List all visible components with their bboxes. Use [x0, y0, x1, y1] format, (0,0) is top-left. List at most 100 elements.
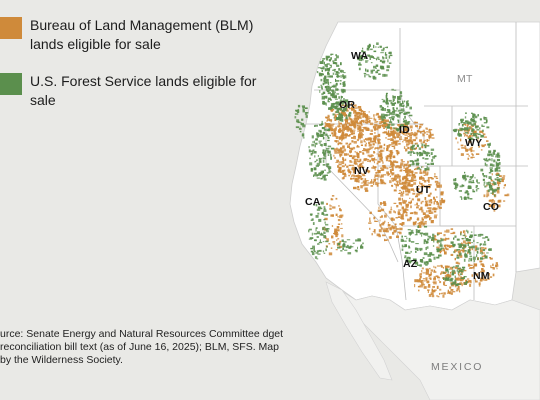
- blm-parcel: [502, 175, 506, 177]
- blm-parcel: [341, 136, 345, 140]
- blm-parcel: [436, 276, 440, 279]
- blm-parcel: [367, 160, 370, 162]
- blm-parcel: [362, 134, 364, 136]
- usfs-parcel: [325, 133, 328, 136]
- usfs-parcel: [323, 152, 327, 155]
- usfs-parcel: [390, 101, 393, 105]
- usfs-parcel: [476, 129, 480, 131]
- usfs-parcel: [372, 69, 375, 72]
- usfs-parcel: [316, 132, 318, 136]
- usfs-parcel: [477, 114, 479, 117]
- usfs-parcel: [446, 276, 448, 279]
- usfs-parcel: [467, 198, 470, 200]
- usfs-parcel: [358, 63, 362, 66]
- blm-parcel: [349, 142, 352, 145]
- usfs-parcel: [483, 183, 485, 186]
- usfs-parcel: [437, 239, 440, 243]
- blm-parcel: [346, 110, 349, 112]
- blm-parcel: [373, 161, 375, 164]
- blm-parcel: [403, 139, 407, 141]
- blm-parcel: [341, 129, 343, 132]
- usfs-parcel: [332, 60, 335, 62]
- usfs-parcel: [321, 123, 324, 126]
- usfs-parcel: [453, 265, 455, 268]
- blm-parcel: [353, 109, 357, 112]
- usfs-parcel: [362, 242, 364, 245]
- blm-parcel: [437, 295, 440, 298]
- blm-parcel: [348, 143, 351, 146]
- blm-parcel: [394, 136, 396, 140]
- usfs-parcel: [316, 133, 320, 137]
- usfs-parcel: [388, 99, 392, 102]
- usfs-parcel: [467, 192, 470, 196]
- blm-parcel: [391, 133, 395, 136]
- usfs-parcel: [499, 178, 503, 180]
- blm-parcel: [382, 221, 385, 224]
- usfs-parcel: [463, 276, 465, 280]
- blm-parcel: [393, 135, 395, 137]
- blm-parcel: [407, 160, 409, 164]
- blm-parcel: [427, 290, 429, 293]
- usfs-parcel: [417, 162, 420, 165]
- blm-parcel: [353, 125, 355, 129]
- usfs-parcel: [324, 95, 328, 99]
- blm-parcel: [336, 147, 338, 151]
- usfs-parcel: [427, 235, 431, 238]
- blm-parcel: [350, 177, 353, 180]
- usfs-parcel: [489, 185, 493, 189]
- blm-parcel: [337, 125, 341, 128]
- usfs-parcel: [479, 257, 484, 260]
- blm-parcel: [341, 165, 345, 168]
- blm-parcel: [394, 144, 398, 146]
- blm-parcel: [411, 173, 416, 176]
- usfs-parcel: [432, 156, 436, 159]
- blm-parcel: [346, 130, 350, 132]
- usfs-parcel: [418, 230, 421, 233]
- usfs-parcel: [316, 258, 319, 260]
- usfs-parcel: [375, 71, 379, 74]
- usfs-parcel: [389, 112, 393, 115]
- usfs-parcel: [373, 50, 377, 53]
- usfs-parcel: [348, 111, 352, 115]
- blm-parcel: [376, 162, 379, 165]
- blm-parcel: [355, 112, 359, 115]
- usfs-parcel: [386, 112, 390, 114]
- usfs-parcel: [314, 256, 318, 259]
- usfs-parcel: [317, 155, 319, 157]
- blm-parcel: [405, 124, 408, 127]
- blm-parcel: [404, 200, 407, 203]
- blm-parcel: [356, 116, 359, 120]
- blm-parcel: [348, 171, 352, 174]
- blm-parcel: [400, 203, 402, 206]
- usfs-parcel: [366, 47, 370, 51]
- blm-parcel: [405, 145, 408, 147]
- usfs-parcel: [397, 98, 399, 102]
- usfs-parcel: [460, 243, 462, 247]
- usfs-parcel: [337, 72, 340, 74]
- usfs-parcel: [456, 254, 458, 256]
- blm-parcel: [483, 257, 485, 260]
- usfs-parcel: [464, 196, 466, 198]
- usfs-parcel: [330, 53, 334, 55]
- usfs-parcel: [315, 227, 318, 229]
- usfs-parcel: [417, 229, 420, 232]
- usfs-parcel: [385, 93, 388, 97]
- usfs-parcel: [304, 112, 308, 116]
- blm-parcel: [350, 161, 353, 163]
- usfs-parcel: [308, 228, 312, 231]
- blm-parcel: [400, 215, 404, 218]
- usfs-parcel: [454, 185, 457, 188]
- baja-peninsula: [325, 281, 393, 381]
- usfs-parcel: [492, 190, 496, 193]
- blm-parcel: [439, 281, 442, 284]
- usfs-parcel: [467, 185, 471, 187]
- usfs-parcel: [325, 213, 329, 216]
- usfs-parcel: [369, 75, 372, 78]
- usfs-parcel: [379, 45, 382, 48]
- blm-parcel: [429, 134, 432, 138]
- blm-parcel: [492, 267, 495, 270]
- legend-item-blm: Bureau of Land Management (BLM) lands el…: [0, 16, 300, 54]
- usfs-parcel: [335, 80, 340, 82]
- blm-parcel: [426, 128, 428, 130]
- usfs-parcel: [453, 178, 456, 182]
